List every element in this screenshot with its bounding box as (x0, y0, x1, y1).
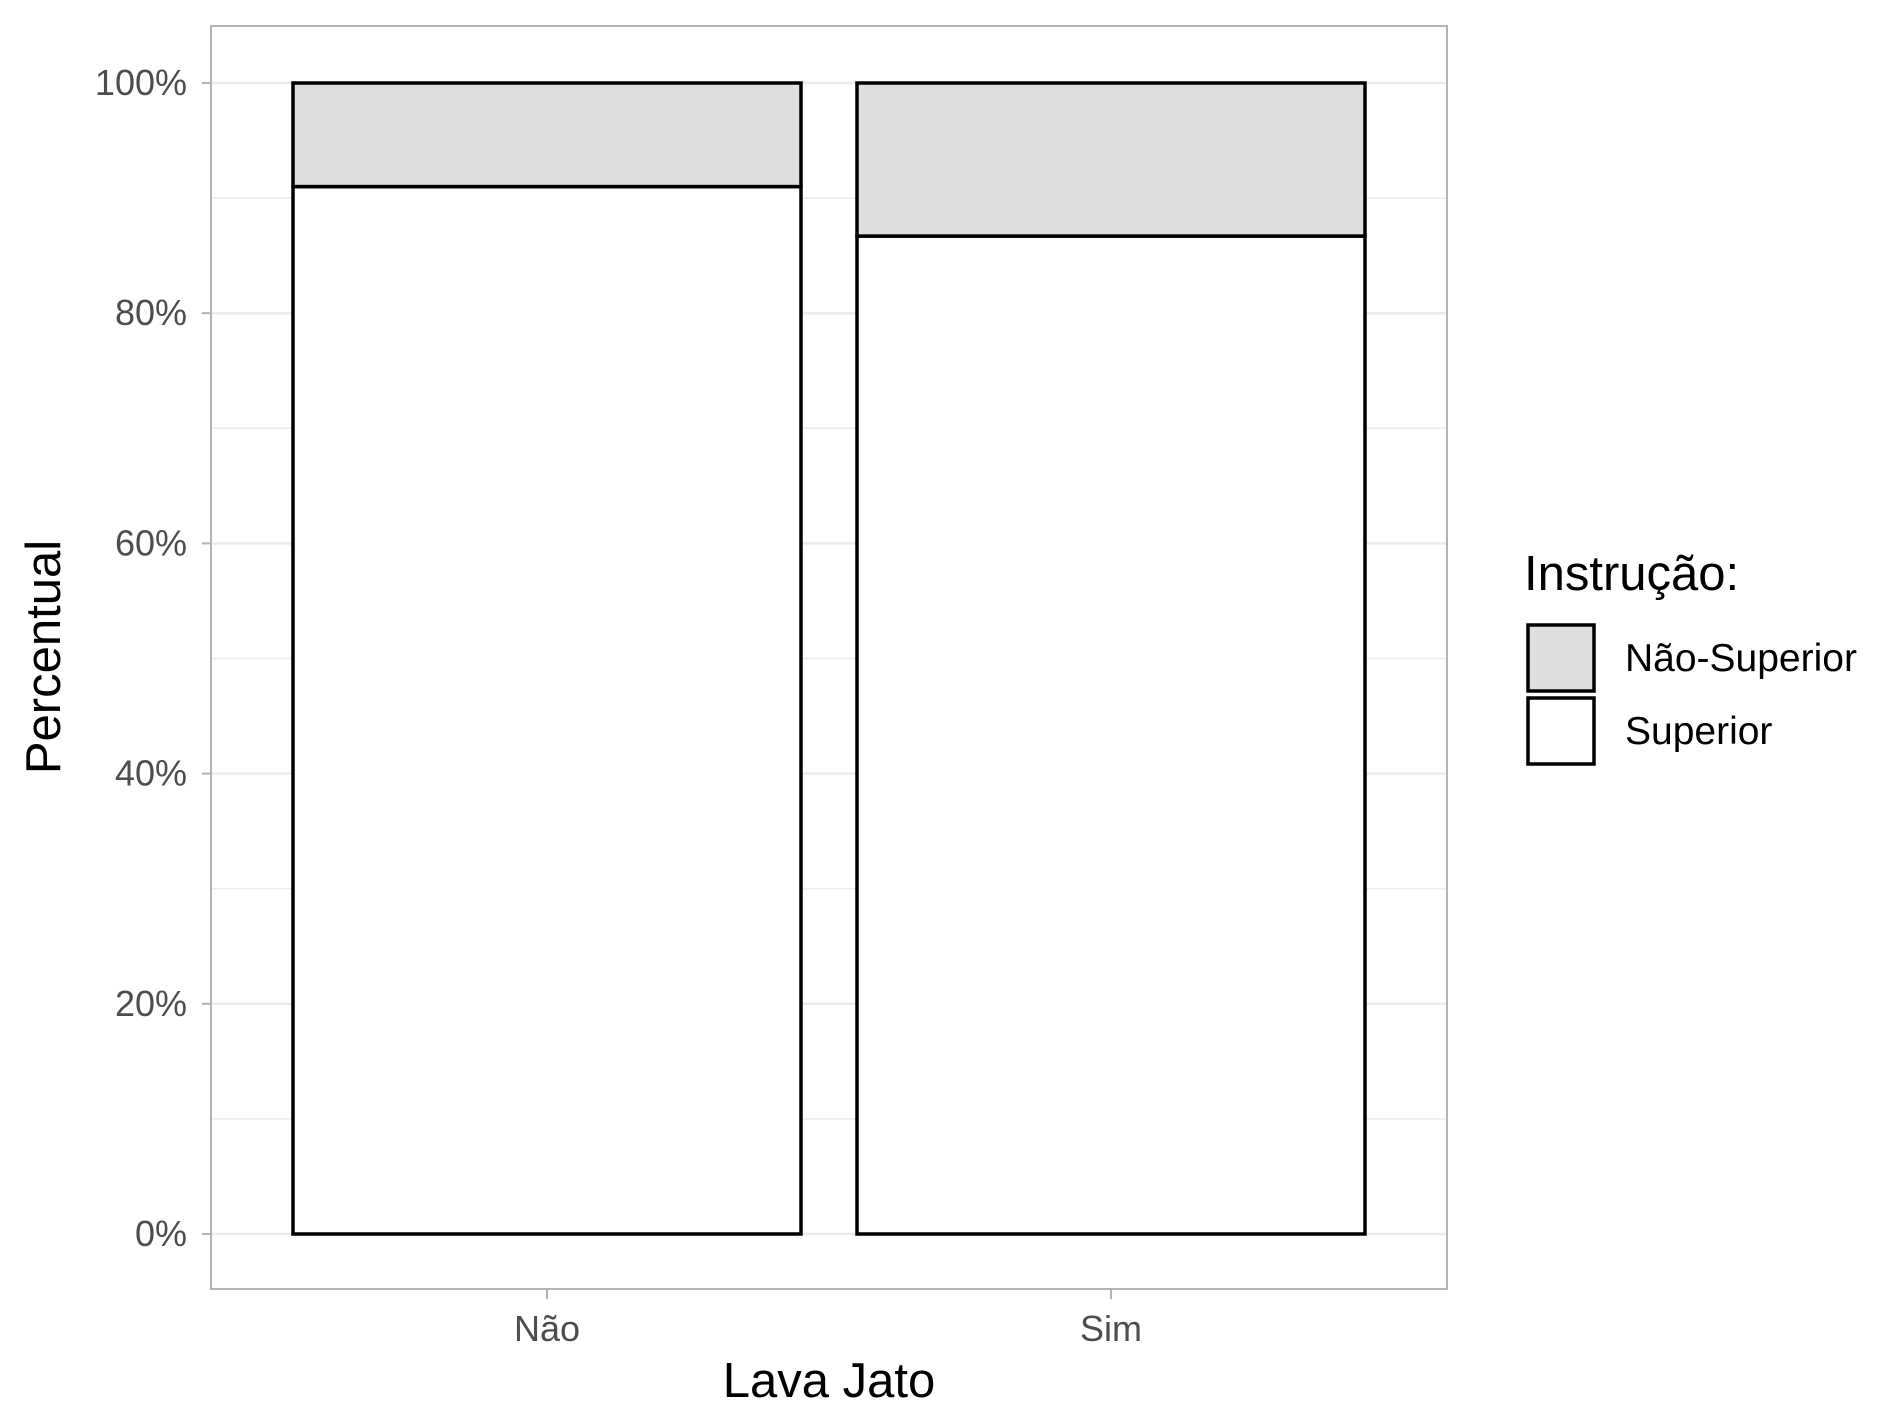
legend-label: Não-Superior (1625, 637, 1857, 680)
bars (291, 81, 1367, 1236)
y-axis-title: Percentual (17, 540, 71, 774)
y-tick-label: 60% (115, 522, 187, 563)
x-axis: Não Sim (514, 1289, 1142, 1349)
legend-title: Instrução: (1524, 547, 1739, 601)
bar-superior-sim (855, 234, 1367, 1236)
legend-label: Superior (1625, 710, 1772, 753)
legend-entries: Não-Superior Superior (1526, 623, 1857, 766)
y-tick-label: 40% (115, 753, 187, 794)
x-tick-label: Sim (1080, 1308, 1142, 1349)
panel-border (210, 25, 1448, 1290)
bar-n-o-superior-n-o (291, 81, 803, 189)
y-tick-label: 20% (115, 983, 187, 1024)
bar-superior-n-o (291, 184, 803, 1236)
bar-n-o-superior-sim (855, 81, 1367, 238)
legend-key (1526, 623, 1596, 693)
y-tick-label: 0% (135, 1213, 187, 1254)
x-axis-title: Lava Jato (723, 1354, 936, 1408)
y-tick-label: 100% (95, 62, 187, 103)
legend: Instrução: Não-Superior Superior (1524, 547, 1857, 766)
legend-key (1526, 696, 1596, 766)
y-tick-label: 80% (115, 292, 187, 333)
x-tick-label: Não (514, 1308, 580, 1349)
y-axis: 0% 20% 40% 60% 80% 100% (95, 62, 211, 1254)
